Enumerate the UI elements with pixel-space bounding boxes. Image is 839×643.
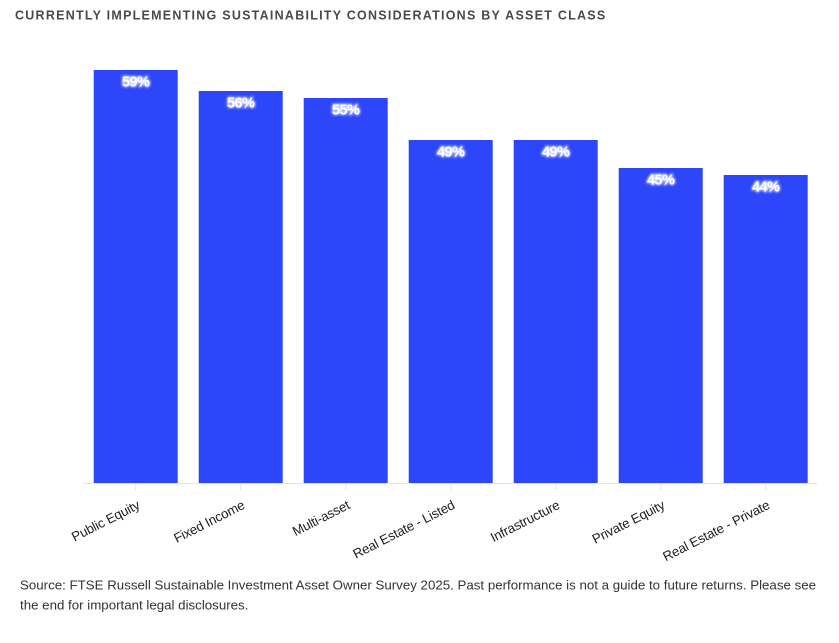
svg-text:59%: 59% <box>122 75 150 91</box>
svg-text:45%: 45% <box>647 173 675 189</box>
svg-text:49%: 49% <box>542 145 570 161</box>
svg-text:44%: 44% <box>752 180 780 196</box>
svg-text:49%: 49% <box>437 145 465 161</box>
svg-text:45%: 45% <box>647 173 675 189</box>
svg-text:the end for important legal di: the end for important legal disclosures. <box>20 597 248 612</box>
svg-text:Source: FTSE Russell Sustainab: Source: FTSE Russell Sustainable Investm… <box>20 578 816 593</box>
svg-text:CURRENTLY IMPLEMENTING SUSTAIN: CURRENTLY IMPLEMENTING SUSTAINABILITY CO… <box>15 9 606 23</box>
svg-text:56%: 56% <box>227 96 255 112</box>
svg-text:59%: 59% <box>122 75 150 91</box>
svg-text:55%: 55% <box>332 103 360 119</box>
svg-text:49%: 49% <box>542 145 570 161</box>
svg-text:56%: 56% <box>227 96 255 112</box>
svg-text:44%: 44% <box>752 180 780 196</box>
svg-text:55%: 55% <box>332 103 360 119</box>
svg-text:49%: 49% <box>437 145 465 161</box>
